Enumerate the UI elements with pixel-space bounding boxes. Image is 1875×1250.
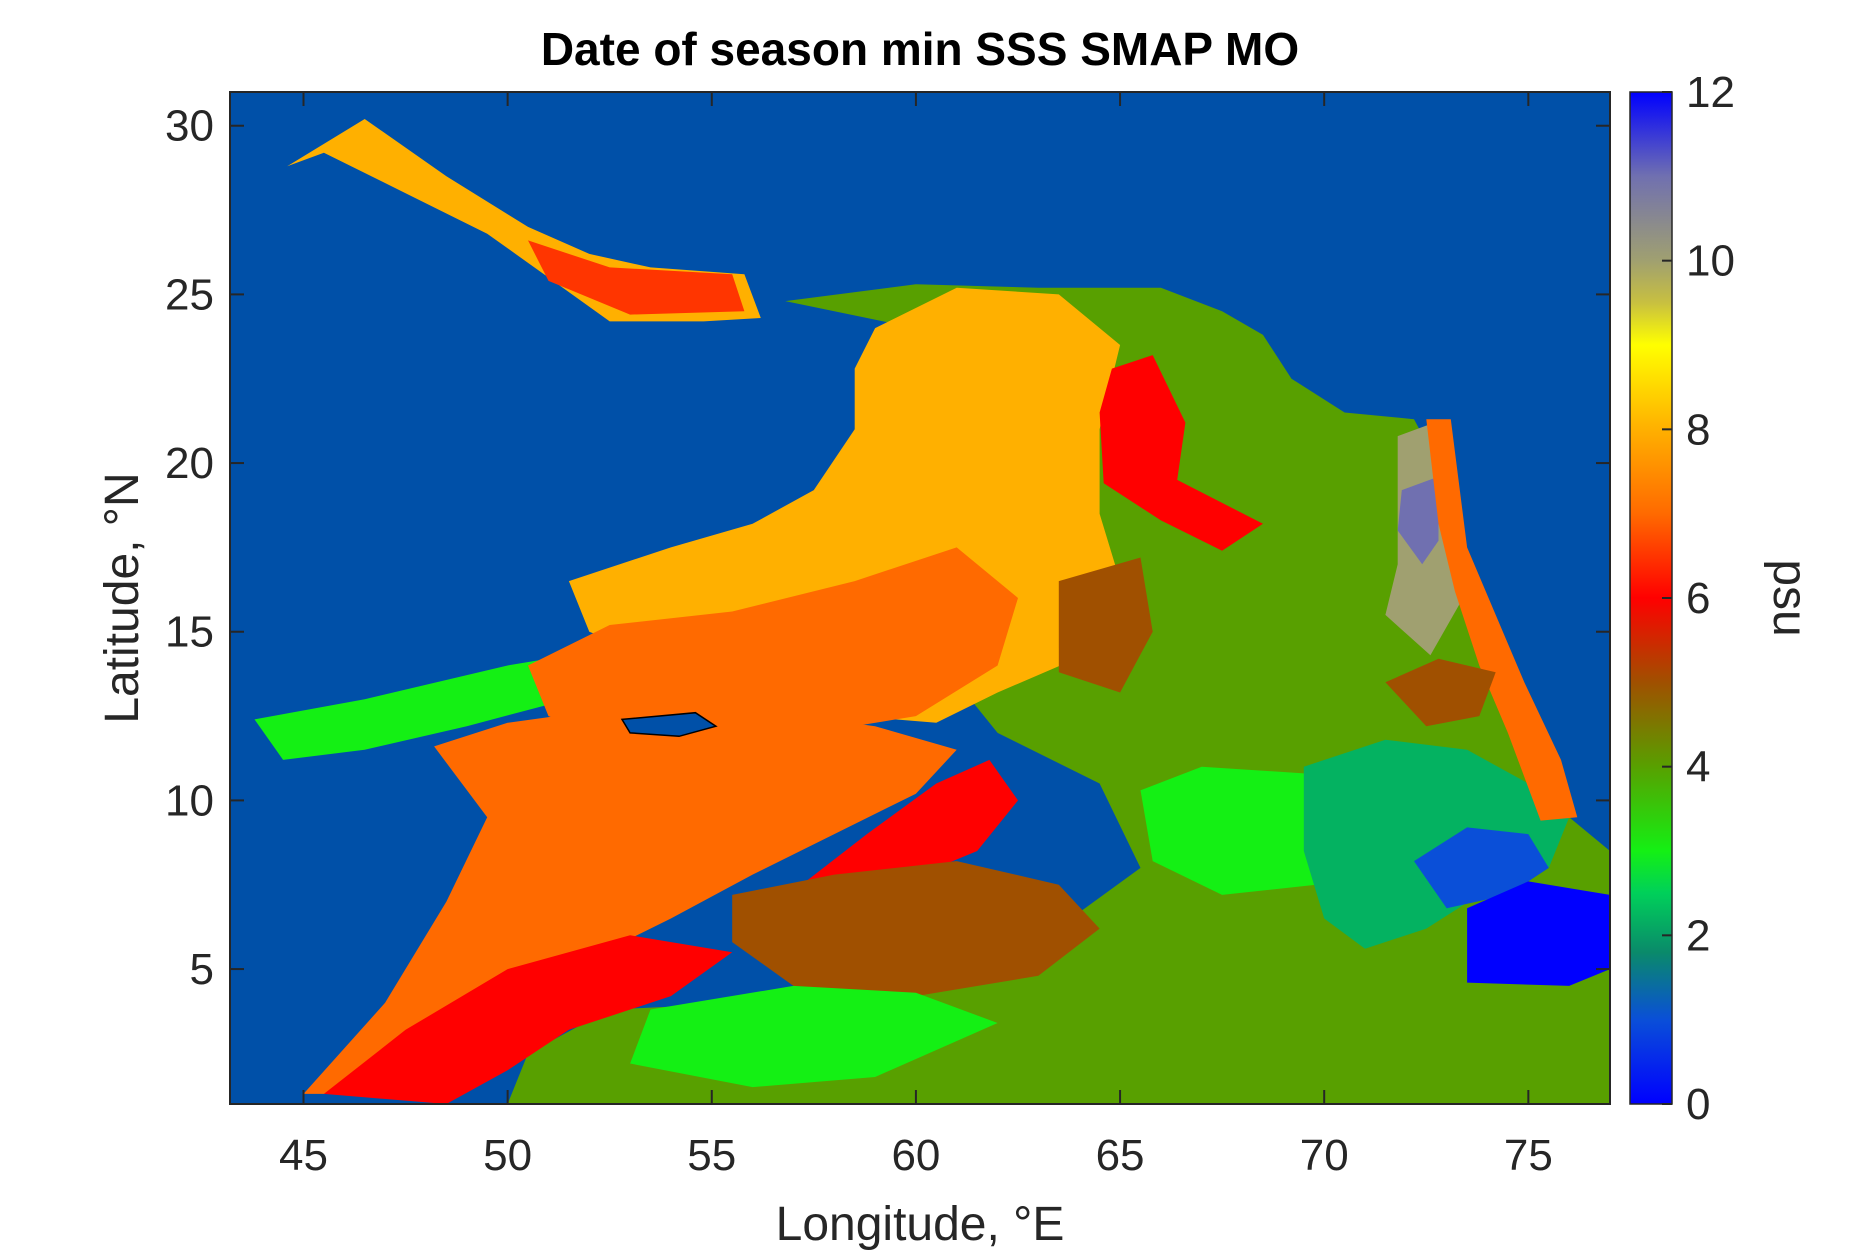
y-tick-label-1: 10 bbox=[165, 776, 214, 825]
region-patch-8 bbox=[801, 759, 1018, 885]
region-patch-11 bbox=[1140, 766, 1345, 895]
x-tick-label-3: 60 bbox=[891, 1131, 940, 1180]
region-patch-2 bbox=[254, 655, 569, 760]
region-patch-10 bbox=[630, 985, 998, 1088]
y-tick-label-0: 5 bbox=[190, 945, 214, 994]
colorbar-tick-label-5: 10 bbox=[1686, 237, 1735, 286]
x-tick-label-5: 70 bbox=[1300, 1131, 1349, 1180]
colorbar-tick-label-3: 6 bbox=[1686, 574, 1710, 623]
colorbar-tick-label-4: 8 bbox=[1686, 405, 1710, 454]
region-patch-15 bbox=[1099, 355, 1263, 551]
colorbar-tick-label-2: 4 bbox=[1686, 743, 1710, 792]
region-patch-7 bbox=[323, 935, 733, 1104]
x-tick-label-1: 50 bbox=[483, 1131, 532, 1180]
y-tick-label-3: 20 bbox=[165, 439, 214, 488]
region-patch-14 bbox=[1058, 557, 1153, 693]
colorbar-label: psu bbox=[1763, 559, 1816, 636]
lake-mask-0 bbox=[620, 711, 718, 738]
region-patch-12 bbox=[1303, 739, 1570, 949]
region-patch-18 bbox=[1426, 419, 1578, 821]
region-patch-5 bbox=[528, 547, 1018, 750]
plot-frame bbox=[229, 91, 1611, 1105]
y-tick-label-4: 25 bbox=[165, 270, 214, 319]
salinity-date-regions bbox=[254, 119, 1610, 1104]
x-axis-ticks: 45 50 55 60 65 70 75 bbox=[279, 92, 1553, 1180]
region-patch-9 bbox=[732, 861, 1100, 997]
y-axis-label: Latitude, °N bbox=[96, 472, 149, 723]
region-patch-20 bbox=[1467, 881, 1610, 986]
x-tick-label-0: 45 bbox=[279, 1131, 328, 1180]
colorbar: 0 2 4 6 8 10 12 psu bbox=[1629, 68, 1816, 1129]
y-axis-ticks: 5 10 15 20 25 30 bbox=[165, 102, 1610, 994]
x-tick-label-6: 75 bbox=[1504, 1131, 1553, 1180]
region-patch-17 bbox=[1397, 476, 1439, 565]
plot-area[interactable] bbox=[229, 91, 1611, 1105]
y-tick-label-2: 15 bbox=[165, 608, 214, 657]
chart-title: Date of season min SSS SMAP MO bbox=[540, 23, 1300, 75]
region-patch-19 bbox=[1385, 658, 1496, 727]
colorbar-tick-label-6: 12 bbox=[1686, 68, 1735, 117]
colorbar-ticks: 0 2 4 6 8 10 12 bbox=[1662, 68, 1735, 1129]
colorbar-tick-label-1: 2 bbox=[1686, 911, 1710, 960]
x-tick-label-4: 65 bbox=[1096, 1131, 1145, 1180]
x-axis-label: Longitude, °E bbox=[776, 1198, 1065, 1250]
colorbar-tick-label-0: 0 bbox=[1686, 1080, 1710, 1129]
region-patch-1 bbox=[528, 240, 745, 315]
y-tick-label-5: 30 bbox=[165, 102, 214, 151]
lake-masks bbox=[620, 711, 718, 738]
x-tick-label-2: 55 bbox=[687, 1131, 736, 1180]
